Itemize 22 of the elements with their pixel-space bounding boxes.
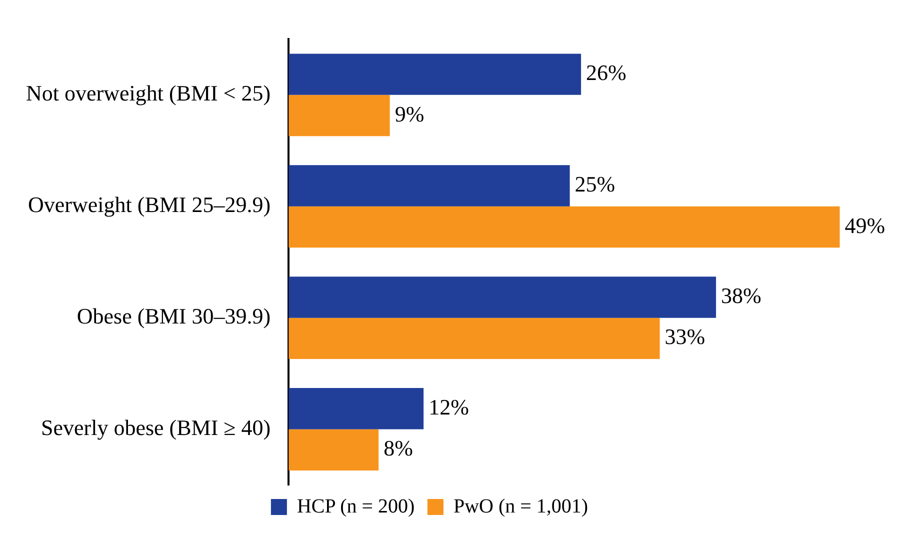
bar <box>288 94 390 136</box>
bar <box>288 276 716 318</box>
y-tick-label: Overweight (BMI 25–29.9) <box>28 192 271 218</box>
bar <box>288 206 840 248</box>
bar <box>288 54 582 95</box>
data-label: 8% <box>384 436 413 461</box>
y-tick-label: Not overweight (BMI < 25) <box>26 80 271 106</box>
data-label: 12% <box>428 394 469 420</box>
bar <box>288 388 424 430</box>
y-tick-label: Obese (BMI 30–39.9) <box>76 304 271 329</box>
bar <box>288 165 570 206</box>
data-label: 49% <box>844 212 886 238</box>
data-label: 9% <box>394 101 424 126</box>
data-label: 33% <box>664 324 706 350</box>
data-label: 38% <box>721 282 762 308</box>
y-tick-label: Severly obese (BMI ≥ 40) <box>40 415 271 440</box>
legend-label: HCP (n = 200) <box>296 495 415 518</box>
bar <box>288 318 660 360</box>
data-label: 26% <box>586 60 626 86</box>
bar <box>288 429 379 471</box>
data-label: 25% <box>574 172 616 197</box>
legend-label: PwO (n = 1,001) <box>453 495 588 518</box>
